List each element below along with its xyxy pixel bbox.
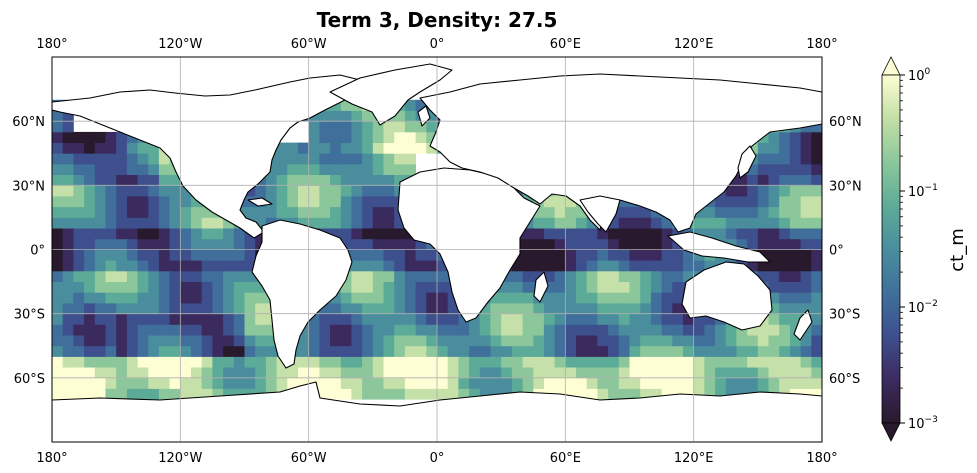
lon-label-top: 60°E: [550, 37, 581, 52]
japan-islands: [737, 145, 757, 179]
new-zealand-islands: [793, 309, 813, 341]
lon-label-top: 0°: [430, 37, 445, 52]
colorbar-gradient: [881, 74, 901, 424]
lon-label-bottom: 180°: [36, 451, 67, 466]
lon-label-bottom: 180°: [806, 451, 837, 466]
colorbar-ticks: 100 10−1 10−2 10−3: [900, 67, 938, 432]
lon-label-top: 180°: [36, 37, 67, 52]
lon-label-top: 60°W: [291, 37, 327, 52]
lat-label-left: 60°S: [14, 372, 45, 387]
lat-label-right: 0°: [829, 244, 844, 259]
lat-label-right: 60°N: [829, 115, 862, 130]
colorbar-tick-label: 10−1: [908, 183, 938, 200]
colorbar: 100 10−1 10−2 10−3 ct_m: [881, 56, 968, 442]
lon-label-top: 180°: [806, 37, 837, 52]
greenland-landmass: [329, 63, 453, 126]
lon-label-bottom: 120°E: [674, 451, 714, 466]
lat-label-left: 30°N: [12, 179, 45, 194]
south-america-landmass: [251, 219, 353, 369]
lon-label-bottom: 120°W: [158, 451, 202, 466]
north-america-landmass: [52, 74, 396, 239]
colorbar-extend-max: [881, 56, 901, 76]
colorbar-extend-min: [881, 422, 901, 442]
lat-label-left: 0°: [30, 244, 45, 259]
lon-label-bottom: 0°: [430, 451, 445, 466]
caribbean-islands: [247, 197, 273, 207]
colorbar-tick-label: 10−3: [908, 415, 938, 432]
latitude-labels: 60°N 60°N 30°N 30°N 0° 0° 30°S 30°S 60°S 60°S: [12, 115, 862, 387]
colorbar-label: ct_m: [947, 228, 968, 272]
map-frame: [51, 56, 823, 443]
map-panel: [52, 57, 822, 442]
lat-label-left: 60°N: [12, 115, 45, 130]
lat-label-right: 30°N: [829, 179, 862, 194]
lon-label-top: 120°E: [674, 37, 714, 52]
lon-label-top: 120°W: [158, 37, 202, 52]
lon-label-bottom: 60°E: [550, 451, 581, 466]
lat-label-left: 30°S: [14, 308, 45, 323]
lon-label-bottom: 60°W: [291, 451, 327, 466]
map-title: Term 3, Density: 27.5: [317, 8, 558, 32]
gridlines: [52, 57, 822, 442]
eurasia-landmass: [419, 73, 822, 233]
australia-landmass: [681, 261, 773, 331]
colorbar-tick-label: 10−2: [908, 299, 938, 316]
lat-label-right: 60°S: [829, 372, 860, 387]
lat-label-right: 30°S: [829, 308, 860, 323]
colorbar-tick-label: 100: [908, 67, 931, 84]
madagascar-landmass: [533, 271, 549, 303]
longitude-labels: 180° 180° 120°W 120°W 60°W 60°W 0° 0° 60°E 60°E 12…: [36, 37, 837, 466]
indian-subcontinent: [579, 195, 621, 233]
